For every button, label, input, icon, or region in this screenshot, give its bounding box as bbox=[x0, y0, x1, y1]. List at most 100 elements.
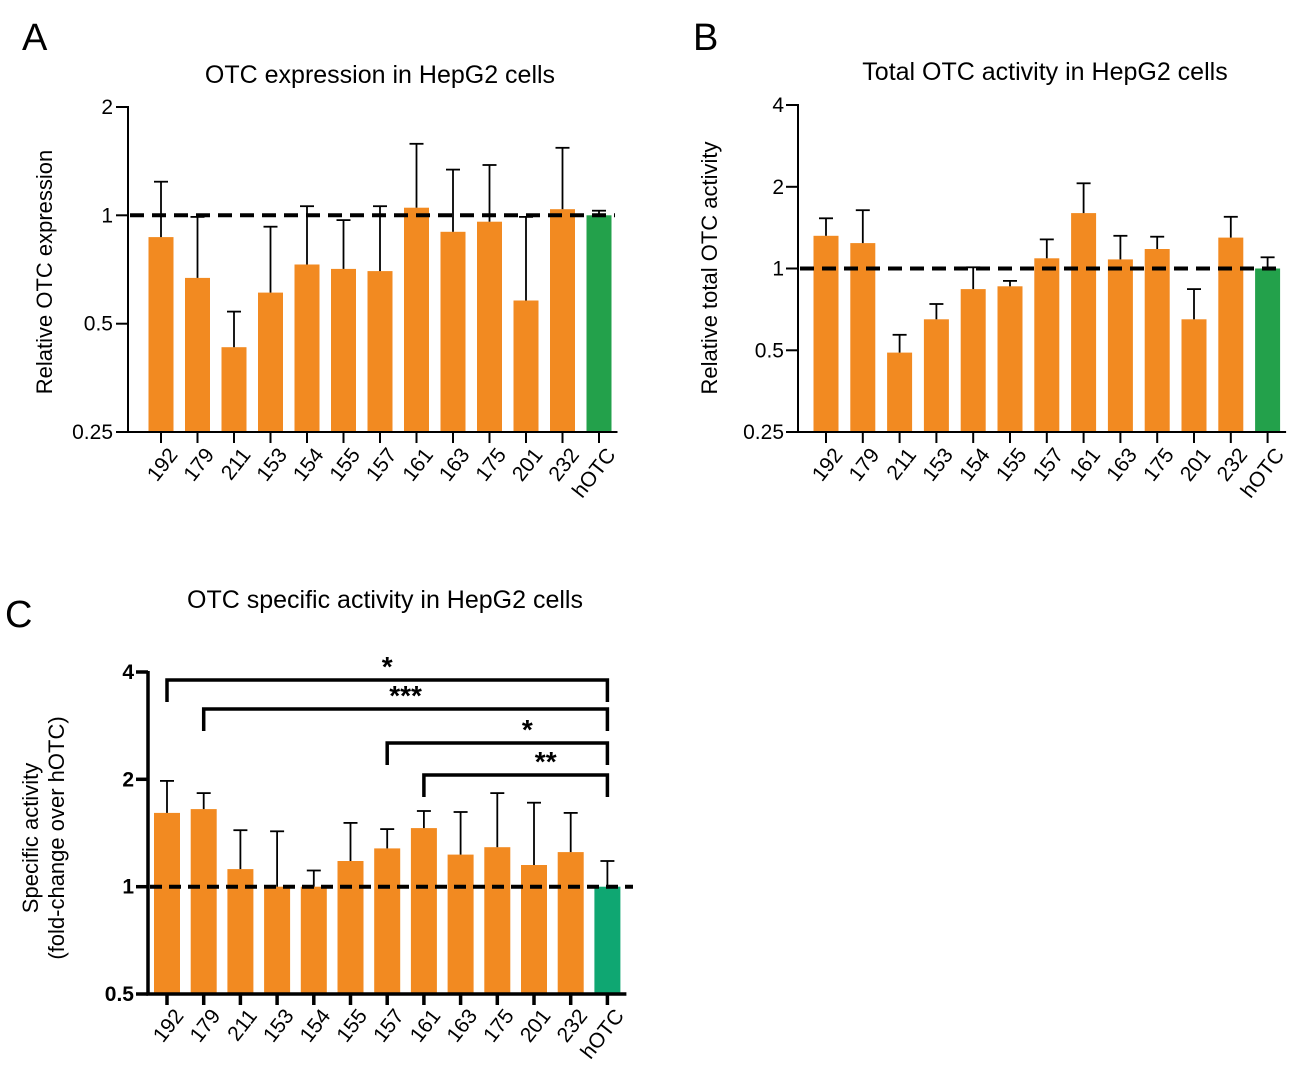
chart-c-x-tick-label-179: 179 bbox=[186, 1005, 226, 1047]
chart-c-bar-232 bbox=[557, 852, 584, 994]
chart-c-bar-211 bbox=[227, 869, 254, 994]
chart-c-significance-label: *** bbox=[389, 680, 422, 711]
chart-b-x-tick-label-153: 153 bbox=[918, 444, 958, 486]
chart-c-x-tick-label-192: 192 bbox=[149, 1005, 189, 1047]
chart-a-bar-163 bbox=[440, 231, 466, 432]
chart-a-bar-201 bbox=[513, 300, 539, 432]
chart-c-bar-179 bbox=[190, 809, 217, 994]
chart-b-bar-hOTC bbox=[1255, 268, 1281, 432]
chart-a-x-tick-label-201: 201 bbox=[508, 444, 548, 486]
chart-c-bar-157 bbox=[374, 848, 401, 994]
chart-c-x-tick-label-163: 163 bbox=[442, 1005, 482, 1047]
chart-a-bar-161 bbox=[404, 207, 429, 432]
chart-c-significance-label: * bbox=[382, 651, 393, 682]
chart-b-x-tick-label-179: 179 bbox=[845, 444, 885, 486]
chart-b-bar-153 bbox=[923, 319, 949, 432]
chart-b-title: Total OTC activity in HepG2 cells bbox=[862, 58, 1227, 86]
chart-c-significance-bracket bbox=[422, 773, 610, 797]
panel-b-letter: B bbox=[693, 17, 718, 59]
chart-b-bar-192 bbox=[813, 235, 839, 432]
chart-c-significance-bracket bbox=[165, 678, 610, 702]
chart-c-x-tick-label-211: 211 bbox=[223, 1005, 262, 1046]
chart-c-x-tick-label-161: 161 bbox=[406, 1005, 446, 1047]
chart-c-x-tick-label-157: 157 bbox=[369, 1005, 409, 1047]
chart-b-y-tick-label: 0.25 bbox=[743, 421, 784, 444]
chart-a-x-tick-label-155: 155 bbox=[325, 444, 365, 486]
chart-b-y-axis-label: Relative total OTC activity bbox=[697, 141, 722, 394]
chart-b-x-tick-label-157: 157 bbox=[1029, 444, 1069, 486]
chart-b-bar-201 bbox=[1181, 319, 1207, 432]
chart-b-y-tick-label: 4 bbox=[772, 94, 784, 117]
chart-a-x-tick-label-154: 154 bbox=[289, 444, 329, 486]
chart-c-significance-bracket bbox=[385, 741, 610, 765]
chart-a-bar-179 bbox=[185, 277, 210, 432]
chart-a-bar-153 bbox=[258, 292, 283, 432]
chart-b-bar-163 bbox=[1107, 259, 1133, 432]
chart-a-x-tick-label-175: 175 bbox=[471, 444, 511, 486]
chart-a-y-tick-label: 1 bbox=[101, 204, 113, 227]
chart-b-bar-161 bbox=[1071, 213, 1097, 432]
chart-b-x-tick-label-155: 155 bbox=[992, 444, 1032, 486]
chart-a-y-tick-label: 0.5 bbox=[84, 313, 113, 336]
chart-c-title: OTC specific activity in HepG2 cells bbox=[187, 586, 583, 614]
chart-c-y-tick-label: 0.5 bbox=[105, 983, 135, 1006]
chart-c-x-tick-label-155: 155 bbox=[332, 1005, 372, 1047]
chart-c-bar-153 bbox=[264, 886, 291, 994]
chart-c-x-tick-label-154: 154 bbox=[296, 1005, 336, 1047]
chart-b-x-tick-label-175: 175 bbox=[1139, 444, 1179, 486]
chart-b-x-tick-label-161: 161 bbox=[1065, 444, 1105, 486]
chart-c-significance-label: ** bbox=[535, 746, 557, 777]
chart-b-x-tick-label-163: 163 bbox=[1102, 444, 1142, 486]
chart-b-bar-155 bbox=[997, 286, 1023, 432]
chart-c-plot: 0.51241921792111531541551571611631752012… bbox=[105, 651, 633, 1063]
chart-a-x-tick-label-157: 157 bbox=[362, 444, 402, 486]
chart-a-bar-232 bbox=[550, 209, 575, 432]
chart-a-x-tick-label-163: 163 bbox=[435, 444, 475, 486]
chart-c-y-tick-label: 1 bbox=[122, 876, 134, 899]
chart-a-title: OTC expression in HepG2 cells bbox=[205, 61, 555, 89]
chart-b-bar-179 bbox=[850, 243, 876, 432]
chart-a-bar-hOTC bbox=[586, 215, 612, 432]
panel-c: C OTC specific activity in HepG2 cells 0… bbox=[5, 586, 633, 1063]
panel-c-letter: C bbox=[5, 594, 32, 636]
chart-a-y-tick-label: 2 bbox=[101, 96, 113, 119]
chart-a-y-tick-label: 0.25 bbox=[72, 421, 113, 444]
chart-a-bar-192 bbox=[148, 237, 174, 432]
chart-b-bar-211 bbox=[887, 352, 913, 432]
chart-a-bar-154 bbox=[294, 264, 320, 432]
chart-b-plot: 0.25 0.5 1 2 4 192179211153154155157161163175… bbox=[743, 94, 1289, 502]
chart-a-bar-155 bbox=[331, 268, 356, 432]
chart-c-bar-175 bbox=[484, 847, 511, 994]
chart-a-plot: 0.25 0.5 1 2 1921792111531541551571611631752… bbox=[72, 96, 620, 502]
chart-c-bar-161 bbox=[410, 828, 437, 994]
chart-c-bar-163 bbox=[447, 854, 474, 994]
chart-b-y-tick-label: 1 bbox=[772, 258, 784, 281]
chart-b-x-tick-label-211: 211 bbox=[882, 444, 921, 485]
panel-a: A OTC expression in HepG2 cells Relative… bbox=[22, 17, 621, 502]
chart-a-x-tick-label-161: 161 bbox=[398, 444, 438, 486]
chart-a-bar-211 bbox=[221, 347, 247, 432]
chart-a-x-tick-label-179: 179 bbox=[179, 444, 219, 486]
chart-c-significance-bracket bbox=[201, 707, 610, 731]
chart-b-x-tick-label-192: 192 bbox=[808, 444, 848, 486]
chart-b-x-tick-label-154: 154 bbox=[955, 444, 995, 486]
chart-c-x-tick-label-175: 175 bbox=[479, 1005, 519, 1047]
chart-c-bar-192 bbox=[154, 812, 180, 994]
chart-a-bar-175 bbox=[477, 221, 502, 432]
chart-a-x-tick-label-211: 211 bbox=[217, 444, 256, 485]
chart-b-bar-154 bbox=[960, 289, 986, 432]
chart-c-x-tick-label-201: 201 bbox=[516, 1005, 556, 1047]
chart-a-y-axis-label: Relative OTC expression bbox=[32, 150, 57, 395]
chart-b-bar-175 bbox=[1144, 249, 1170, 432]
chart-c-bar-hOTC bbox=[594, 886, 621, 994]
chart-a-bar-157 bbox=[367, 271, 393, 432]
chart-c-y-tick-label: 4 bbox=[122, 661, 134, 684]
chart-b-y-tick-label: 0.5 bbox=[755, 339, 784, 362]
chart-b-x-tick-label-201: 201 bbox=[1176, 444, 1216, 486]
chart-b-bar-157 bbox=[1034, 258, 1060, 432]
chart-c-y-tick-label: 2 bbox=[122, 768, 134, 791]
chart-c-bar-155 bbox=[337, 861, 364, 994]
chart-c-bar-154 bbox=[300, 886, 327, 994]
chart-a-x-tick-label-192: 192 bbox=[143, 444, 183, 486]
